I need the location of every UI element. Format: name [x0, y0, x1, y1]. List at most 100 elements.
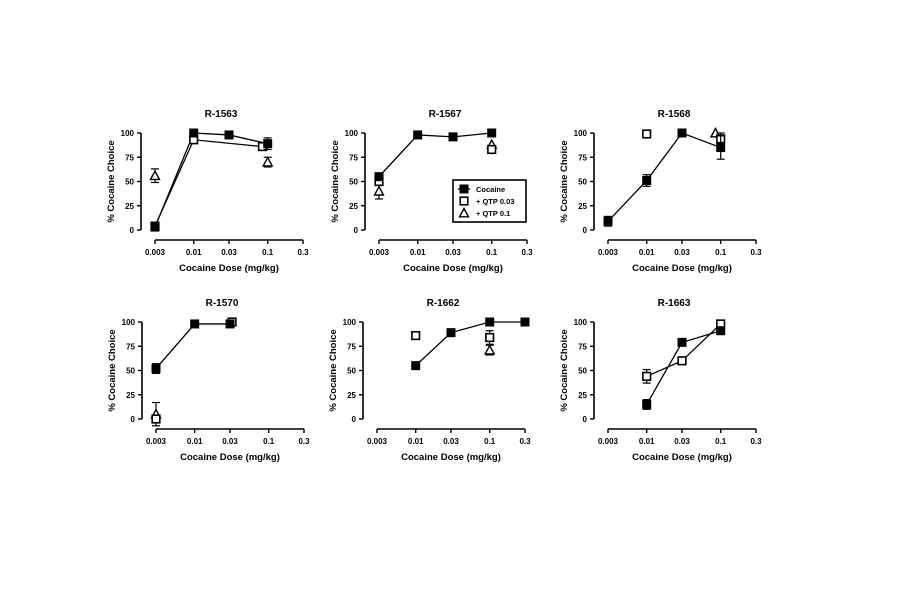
legend-label: + QTP 0.1 — [476, 209, 510, 218]
data-point — [677, 337, 687, 347]
x-axis-label: Cocaine Dose (mg/kg) — [632, 452, 732, 463]
data-point — [677, 128, 687, 138]
x-tick-label: 0.1 — [263, 437, 275, 446]
data-point — [642, 176, 652, 186]
panel-r-1567: R-1567 0 25 50 75 100 % Cocaine Choice 0.003 0.0… — [330, 109, 533, 274]
x-tick-label: 0.1 — [715, 437, 727, 446]
y-tick-label: 50 — [347, 367, 356, 376]
y-axis-label: % Cocaine Choice — [330, 140, 341, 222]
y-axis-label: % Cocaine Choice — [106, 140, 117, 222]
data-point — [224, 130, 234, 140]
x-tick-label: 0.003 — [598, 248, 619, 257]
data-point — [446, 328, 456, 338]
chart-title: R-1567 — [429, 109, 462, 120]
x-tick-label: 0.3 — [750, 437, 762, 446]
series-line-cocaine — [378, 132, 492, 178]
y-axis-label: % Cocaine Choice — [328, 329, 339, 411]
panel-r-1563: R-1563 0 25 50 75 100 % Cocaine Choice 0.003 0.0… — [106, 109, 309, 274]
x-axis-label: Cocaine Dose (mg/kg) — [403, 263, 503, 274]
y-tick-label: 0 — [131, 415, 136, 424]
x-tick-label: 0.01 — [410, 248, 426, 257]
x-tick-label: 0.003 — [145, 248, 166, 257]
x-tick-label: 0.3 — [521, 248, 533, 257]
data-point — [149, 169, 161, 181]
data-point — [374, 172, 384, 182]
data-point — [677, 356, 687, 366]
panel-r-1570: R-1570 0 25 50 75 100 % Cocaine Choice 0.003 0.0… — [107, 298, 310, 463]
x-tick-label: 0.1 — [486, 248, 498, 257]
y-tick-label: 25 — [347, 391, 356, 400]
legend-marker — [459, 184, 469, 194]
x-tick-label: 0.1 — [262, 248, 274, 257]
y-tick-label: 25 — [578, 391, 587, 400]
y-tick-label: 25 — [126, 391, 135, 400]
y-tick-label: 100 — [345, 129, 359, 138]
y-tick-label: 0 — [583, 415, 588, 424]
x-axis-label: Cocaine Dose (mg/kg) — [401, 452, 501, 463]
data-point — [189, 128, 199, 138]
x-tick-label: 0.03 — [443, 437, 459, 446]
chart-title: R-1563 — [205, 109, 238, 120]
y-tick-label: 25 — [349, 202, 358, 211]
x-tick-label: 0.01 — [639, 248, 655, 257]
y-tick-label: 25 — [125, 202, 134, 211]
y-axis-label: % Cocaine Choice — [107, 329, 118, 411]
y-tick-label: 50 — [349, 178, 358, 187]
y-tick-label: 50 — [126, 367, 135, 376]
x-tick-label: 0.3 — [519, 437, 531, 446]
y-tick-label: 75 — [578, 342, 587, 351]
x-tick-label: 0.01 — [639, 437, 655, 446]
series-line-cocaine — [155, 323, 230, 369]
x-tick-label: 0.1 — [715, 248, 727, 257]
y-tick-label: 50 — [578, 178, 587, 187]
y-axis-label: % Cocaine Choice — [559, 140, 570, 222]
data-point — [487, 128, 497, 138]
data-point — [642, 371, 652, 381]
y-tick-label: 75 — [349, 153, 358, 162]
y-tick-label: 0 — [354, 226, 359, 235]
legend-marker — [459, 196, 469, 206]
chart-title: R-1570 — [206, 298, 239, 309]
y-tick-label: 50 — [578, 367, 587, 376]
y-tick-label: 25 — [578, 202, 587, 211]
y-tick-label: 100 — [122, 318, 136, 327]
data-point — [716, 143, 726, 153]
y-tick-label: 100 — [343, 318, 357, 327]
data-point — [487, 144, 497, 155]
x-tick-label: 0.03 — [222, 437, 238, 446]
y-tick-label: 100 — [574, 318, 588, 327]
data-point — [411, 361, 421, 371]
series-line-cocaine — [415, 321, 525, 367]
x-tick-label: 0.3 — [298, 437, 310, 446]
x-tick-label: 0.3 — [750, 248, 762, 257]
x-tick-label: 0.003 — [598, 437, 619, 446]
data-point — [413, 130, 423, 140]
chart-title: R-1663 — [658, 298, 691, 309]
x-tick-label: 0.03 — [674, 248, 690, 257]
y-tick-label: 50 — [125, 178, 134, 187]
x-tick-label: 0.1 — [484, 437, 496, 446]
data-point — [484, 344, 496, 355]
y-tick-label: 0 — [352, 415, 357, 424]
x-tick-label: 0.03 — [674, 437, 690, 446]
chart-title: R-1662 — [427, 298, 460, 309]
data-point — [190, 319, 200, 329]
y-tick-label: 100 — [574, 129, 588, 138]
x-tick-label: 0.03 — [221, 248, 237, 257]
x-tick-label: 0.03 — [445, 248, 461, 257]
data-point — [642, 399, 652, 409]
y-tick-label: 75 — [347, 342, 356, 351]
data-point — [642, 129, 652, 139]
y-tick-label: 100 — [121, 129, 135, 138]
y-tick-label: 75 — [578, 153, 587, 162]
data-point — [716, 326, 726, 336]
x-tick-label: 0.003 — [146, 437, 167, 446]
data-point — [262, 156, 274, 167]
data-point — [373, 185, 385, 196]
y-tick-label: 0 — [583, 226, 588, 235]
y-tick-label: 75 — [126, 342, 135, 351]
data-point — [151, 414, 161, 424]
x-axis-label: Cocaine Dose (mg/kg) — [180, 452, 280, 463]
data-point — [150, 222, 160, 232]
data-point — [263, 139, 273, 149]
